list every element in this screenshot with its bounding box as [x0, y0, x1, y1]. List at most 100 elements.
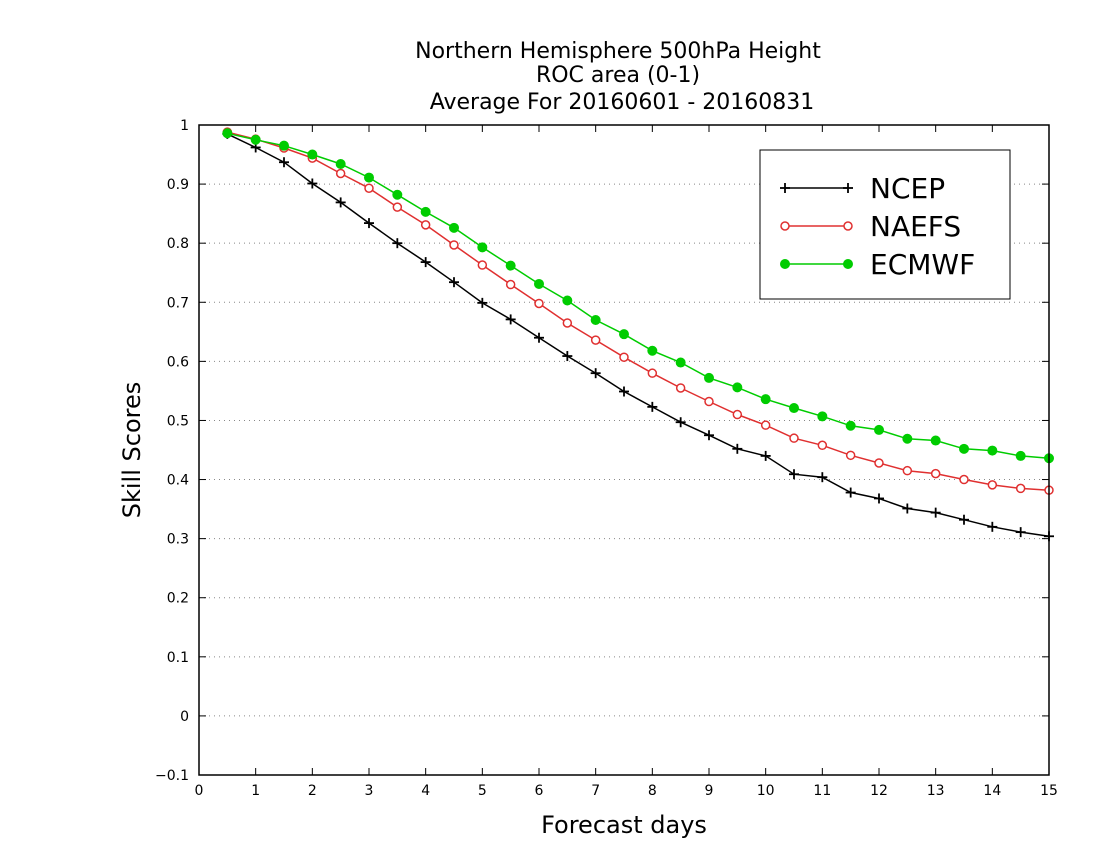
x-tick-label: 15 [1040, 783, 1058, 799]
y-tick-label: 1 [180, 118, 189, 134]
y-tick-label: 0.3 [167, 532, 189, 548]
y-tick-label: 0.6 [167, 354, 189, 370]
data-point-ncep [619, 386, 629, 397]
data-point-ncep [562, 351, 573, 362]
x-tick-label: 0 [195, 783, 204, 799]
data-point-ecmwf [1015, 450, 1026, 461]
data-point-ncep [449, 277, 459, 288]
x-tick-label: 9 [705, 783, 714, 799]
legend-label-ncep: NCEP [870, 172, 945, 205]
data-point-ncep [392, 238, 403, 249]
data-point-ncep [534, 332, 544, 343]
data-point-ncep [1015, 527, 1026, 538]
data-point-naefs [789, 433, 799, 443]
data-point-ecmwf [619, 329, 629, 340]
y-tick-label: −0.1 [155, 768, 189, 784]
chart-title: Northern Hemisphere 500hPa Height ROC ar… [415, 39, 821, 115]
y-tick-label: 0.1 [167, 650, 189, 666]
title-line-3: Average For 20160601 - 20160831 [430, 90, 815, 115]
x-tick-label: 3 [365, 783, 374, 799]
legend-box [759, 149, 1011, 300]
data-point-ncep [959, 514, 969, 525]
data-point-naefs [930, 468, 941, 479]
data-point-ecmwf [732, 382, 743, 393]
data-point-naefs [675, 383, 686, 393]
data-point-ncep [647, 401, 658, 412]
data-point-ncep [930, 507, 941, 518]
data-point-ecmwf [505, 260, 516, 271]
data-point-ncep [279, 157, 289, 168]
data-point-ncep [675, 417, 686, 428]
data-point-ncep [420, 257, 431, 268]
data-point-ecmwf [675, 357, 686, 368]
data-point-ecmwf [789, 403, 799, 414]
data-point-ecmwf [845, 420, 856, 431]
title-line-1: Northern Hemisphere 500hPa Height [415, 39, 821, 64]
data-point-naefs [647, 368, 658, 378]
data-point-ncep [335, 197, 346, 208]
data-point-ecmwf [392, 189, 403, 200]
data-point-ecmwf [987, 445, 998, 456]
data-point-ecmwf [760, 394, 771, 405]
data-point-naefs [590, 335, 601, 345]
x-tick-label: 6 [535, 783, 544, 799]
data-point-naefs [619, 352, 629, 362]
data-point-ecmwf [930, 435, 941, 446]
axis-ticks: −0.100.10.20.30.40.50.60.70.80.910 1 2 3 4 5 6… [155, 118, 1058, 799]
legend-marker-naefs [843, 221, 853, 231]
data-point-ecmwf [364, 172, 374, 183]
data-point-ecmwf [590, 315, 601, 325]
data-point-naefs [505, 279, 516, 290]
data-point-ncep [902, 503, 913, 514]
data-point-ncep [704, 430, 714, 441]
y-tick-label: 0.5 [167, 413, 189, 429]
data-point-ncep [817, 472, 828, 483]
data-point-ecmwf [902, 433, 913, 444]
data-point-ecmwf [335, 159, 346, 169]
data-point-naefs [874, 458, 884, 468]
data-point-ecmwf [704, 372, 714, 383]
series-group [222, 127, 1054, 542]
data-point-ncep [307, 178, 318, 189]
data-point-ecmwf [534, 278, 544, 289]
data-point-ecmwf [647, 345, 658, 356]
legend-entries: NCEP NAEFS ECMWF [780, 172, 975, 281]
data-point-ncep [364, 218, 374, 229]
legend-label-ecmwf: ECMWF [870, 248, 975, 281]
data-point-ecmwf [874, 424, 884, 435]
data-point-naefs [420, 220, 431, 230]
data-point-naefs [534, 298, 544, 309]
x-tick-label: 2 [308, 783, 317, 799]
data-point-ncep [760, 450, 771, 461]
data-point-naefs [704, 396, 714, 407]
x-axis-label: Forecast days [541, 811, 707, 839]
data-point-naefs [845, 450, 856, 461]
data-point-naefs [732, 409, 743, 420]
title-line-2: ROC area (0-1) [536, 63, 700, 88]
x-tick-label: 7 [591, 783, 600, 799]
y-tick-label: 0.7 [167, 295, 189, 311]
x-tick-label: 13 [927, 783, 945, 799]
data-point-ncep [590, 368, 601, 379]
x-tick-label: 5 [478, 783, 487, 799]
x-tick-label: 8 [648, 783, 657, 799]
y-tick-label: 0.9 [167, 177, 189, 193]
legend-marker-ncep [843, 183, 853, 193]
legend: NCEP NAEFS ECMWF [759, 149, 1011, 300]
data-point-ncep [732, 443, 743, 454]
data-point-naefs [449, 240, 459, 250]
x-tick-label: 4 [421, 783, 430, 799]
data-point-naefs [1015, 483, 1026, 494]
data-point-naefs [902, 465, 913, 476]
x-tick-label: 14 [983, 783, 1001, 799]
data-point-naefs [817, 440, 828, 451]
legend-marker-ecmwf [780, 259, 790, 269]
data-point-ecmwf [420, 206, 431, 217]
legend-marker-ecmwf [843, 259, 853, 269]
data-point-ncep [845, 487, 856, 498]
y-tick-label: 0 [180, 709, 189, 725]
y-tick-label: 0.2 [167, 591, 189, 607]
data-point-naefs [760, 420, 771, 430]
data-point-ecmwf [562, 295, 573, 306]
